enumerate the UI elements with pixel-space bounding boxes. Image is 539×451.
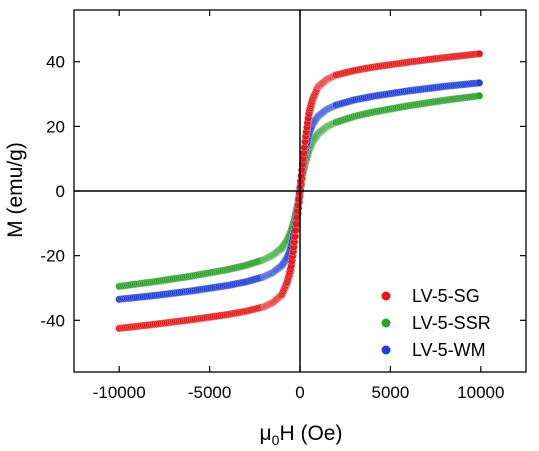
- x-tick-label: 10000: [457, 383, 504, 402]
- data-point: [290, 232, 299, 241]
- y-axis-ticks: -40 -20 0 20 40: [40, 53, 526, 330]
- y-axis-title: M (emu/g): [4, 142, 27, 238]
- data-point: [475, 78, 484, 87]
- legend: LV-5-SG LV-5-SSR LV-5-WM: [381, 286, 491, 360]
- data-point: [291, 226, 300, 235]
- legend-item-lv-5-sg: LV-5-SG: [381, 286, 480, 306]
- zero-lines: [74, 10, 526, 372]
- data-points-layer: [115, 49, 484, 333]
- series-lv-5-sg-points: [115, 49, 484, 333]
- legend-marker: [381, 318, 391, 328]
- data-point: [292, 220, 301, 228]
- y-tick-label: 40: [46, 53, 65, 72]
- legend-item-lv-5-ssr: LV-5-SSR: [381, 313, 491, 333]
- x-axis-title: μ0H (Oe): [260, 422, 343, 448]
- data-point: [475, 49, 484, 58]
- data-point: [475, 91, 484, 100]
- y-tick-label: 0: [56, 182, 65, 201]
- x-axis-title-subscript: 0: [272, 432, 280, 448]
- x-tick-label: 0: [295, 383, 304, 402]
- x-tick-label: -10000: [93, 383, 146, 402]
- x-tick-label: -5000: [188, 383, 231, 402]
- legend-marker: [381, 291, 391, 301]
- legend-label: LV-5-WM: [412, 340, 486, 360]
- y-tick-label: -20: [40, 247, 65, 266]
- legend-item-lv-5-wm: LV-5-WM: [381, 340, 486, 360]
- x-axis-title-prefix: μ: [260, 422, 272, 445]
- legend-label: LV-5-SSR: [412, 313, 491, 333]
- x-tick-label: 5000: [371, 383, 409, 402]
- x-axis-title-suffix: H (Oe): [279, 422, 342, 445]
- legend-marker: [381, 345, 391, 355]
- y-tick-label: -40: [40, 311, 65, 330]
- legend-label: LV-5-SG: [412, 286, 480, 306]
- x-axis-ticks: -10000 -5000 0 5000 10000: [93, 10, 504, 402]
- y-tick-label: 20: [46, 117, 65, 136]
